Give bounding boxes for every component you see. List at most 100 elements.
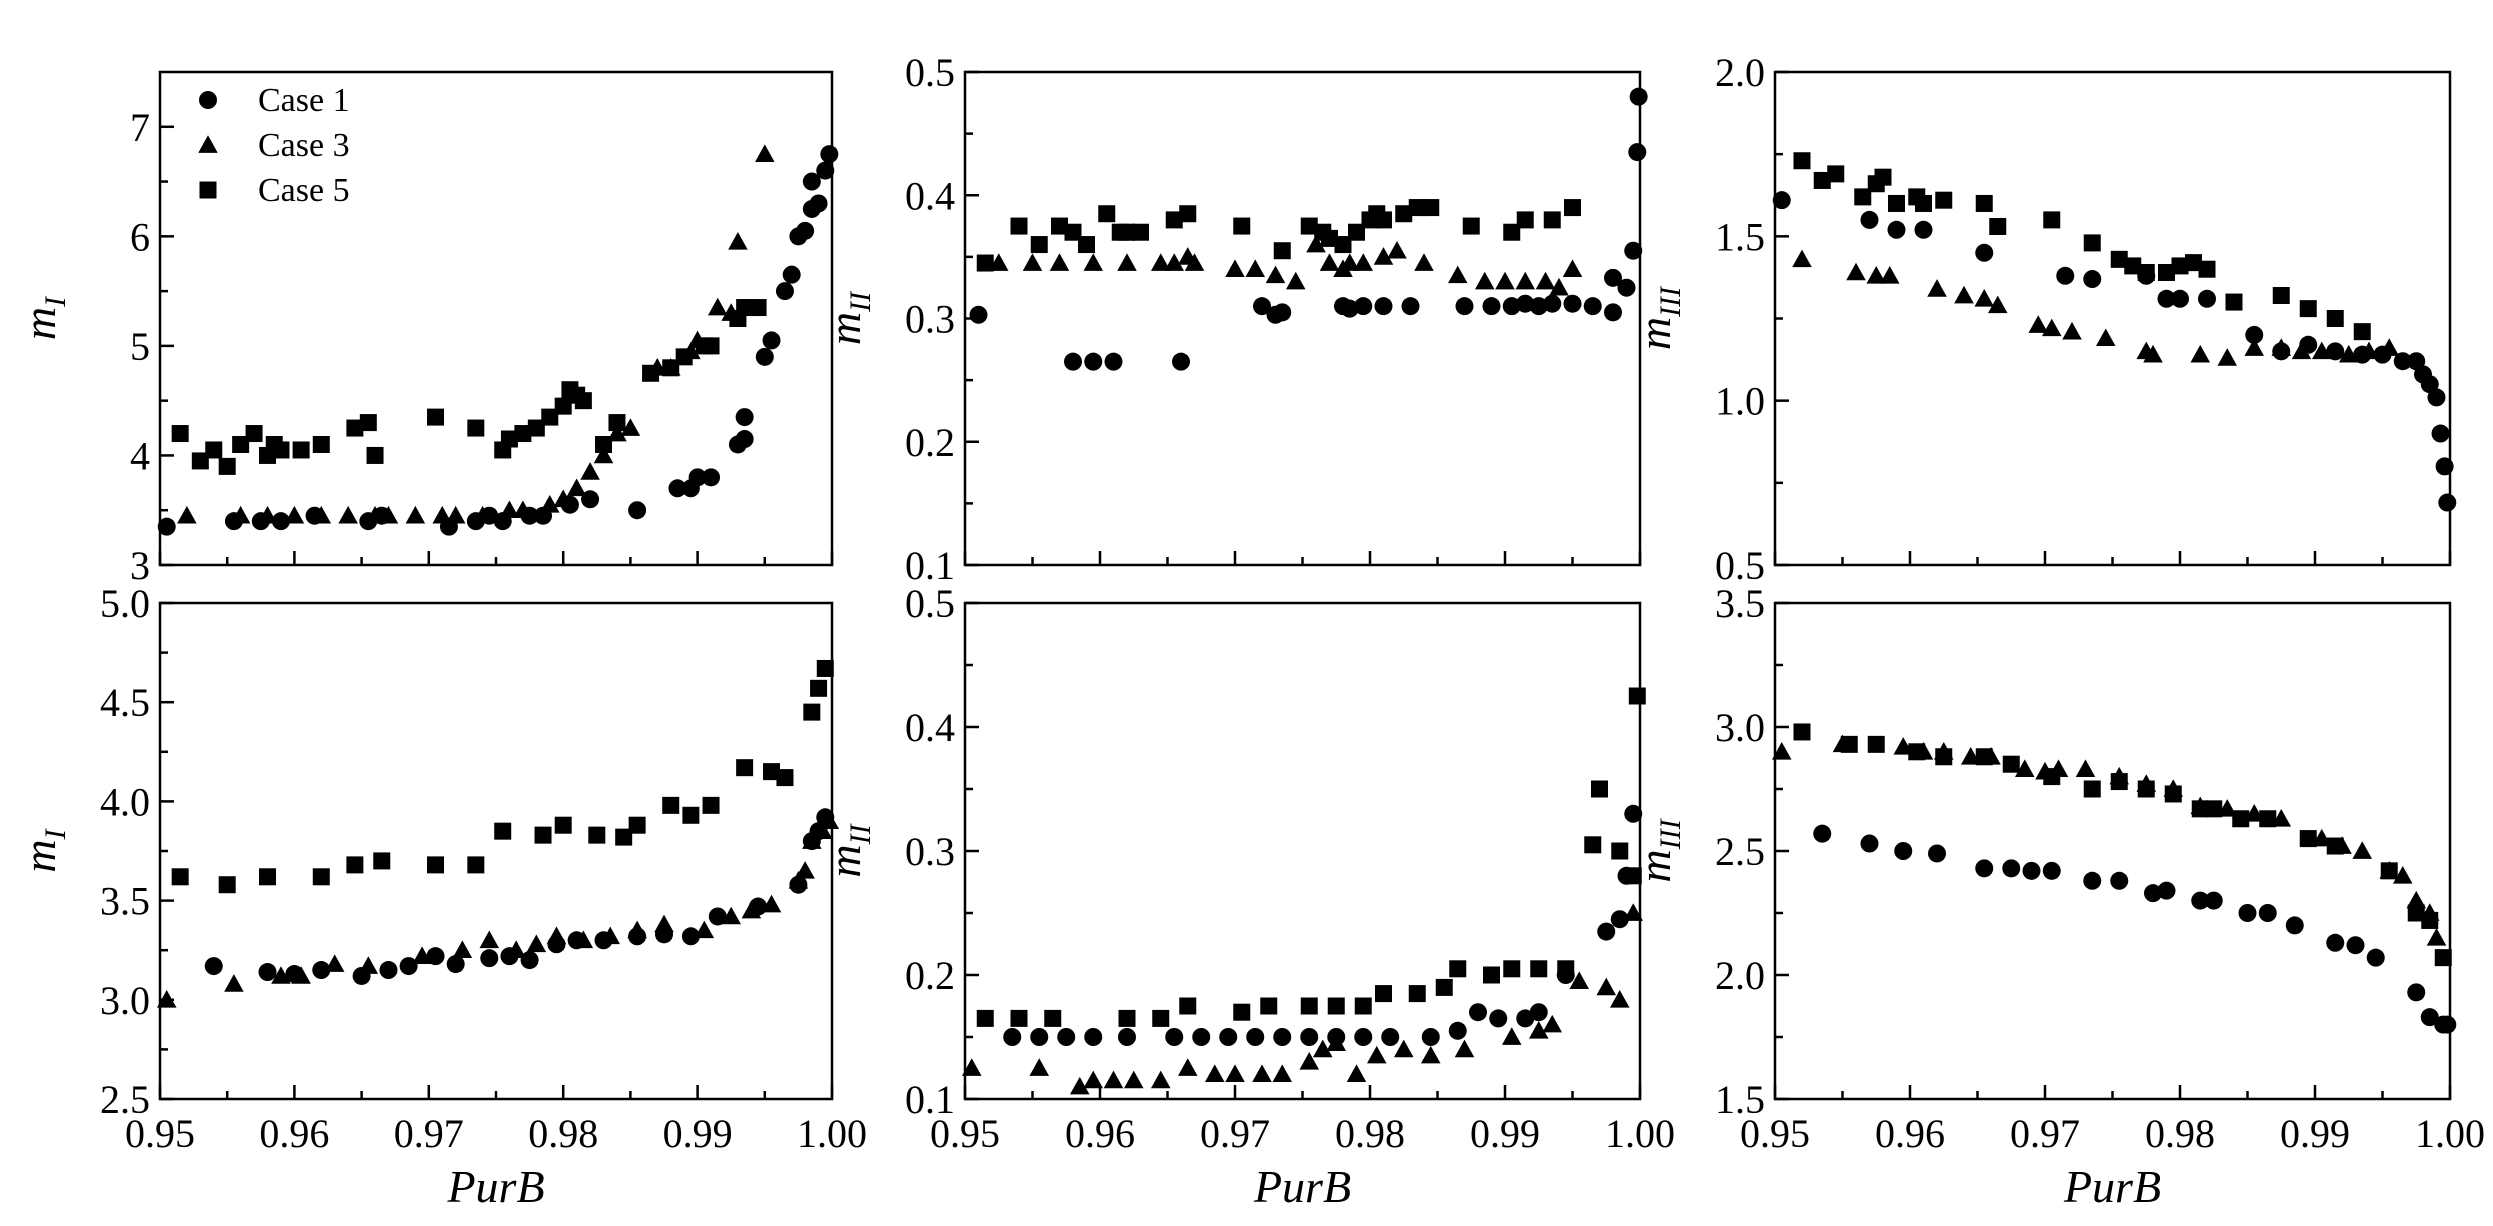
data-point-circle	[2285, 916, 2304, 935]
data-point-square	[1118, 1009, 1136, 1027]
y-tick-label: 0.5	[905, 581, 955, 626]
data-point-triangle	[1164, 253, 1185, 271]
data-point-square	[615, 828, 633, 846]
data-point-circle	[2393, 352, 2412, 371]
y-tick-label: 0.2	[905, 953, 955, 998]
data-point-square	[662, 359, 680, 377]
data-point-square	[554, 816, 572, 834]
data-point-triangle	[1177, 1058, 1198, 1076]
legend-label: Case 1	[258, 82, 350, 119]
series-case-3	[988, 234, 1583, 296]
data-point-square	[346, 419, 364, 437]
data-point-square	[1078, 236, 1095, 254]
data-point-triangle	[1245, 259, 1266, 278]
data-point-triangle	[2271, 338, 2292, 356]
data-point-square	[1233, 217, 1251, 235]
data-point-triangle	[566, 478, 587, 497]
data-point-square	[1975, 748, 1993, 766]
data-point-triangle	[1414, 253, 1434, 271]
data-point-square	[2083, 780, 2101, 798]
y-tick-label: 1.5	[1715, 1077, 1765, 1122]
y-tick-label: 0.3	[905, 829, 955, 874]
data-point-square	[1348, 223, 1365, 241]
data-point-triangle	[1285, 271, 1306, 290]
y-tick-label: 0.4	[905, 705, 955, 750]
data-point-triangle	[405, 505, 426, 524]
data-point-triangle	[1771, 742, 1792, 760]
data-point-square	[2002, 755, 2020, 773]
data-point-square	[2326, 310, 2344, 327]
data-point-square	[1793, 723, 1811, 741]
data-point-square	[218, 876, 236, 894]
data-point-square	[2299, 300, 2317, 318]
data-point-square	[1300, 217, 1318, 235]
data-point-circle	[1057, 1028, 1076, 1046]
data-point-square	[2353, 323, 2371, 341]
x-tick-label: 0.96	[1875, 1111, 1945, 1156]
data-point-triangle	[1501, 1027, 1522, 1045]
data-point-triangle	[2075, 759, 2096, 777]
data-point-square	[588, 826, 606, 844]
legend: Case 1 Case 3 Case 5	[198, 82, 350, 209]
data-point-triangle	[1306, 234, 1326, 253]
data-point-circle	[1604, 268, 1622, 287]
data-point-triangle	[2311, 828, 2332, 847]
data-point-triangle	[177, 505, 197, 524]
data-point-square	[527, 419, 545, 437]
data-point-triangle	[1319, 253, 1340, 271]
data-point-square	[259, 868, 277, 886]
data-point-circle	[480, 949, 499, 968]
data-point-circle	[782, 265, 801, 284]
data-point-circle	[2326, 342, 2345, 361]
data-point-square	[976, 1009, 994, 1027]
data-point-square	[1300, 997, 1318, 1015]
data-point-triangle	[1447, 265, 1468, 284]
data-point-circle	[1219, 1028, 1238, 1046]
data-point-circle	[809, 194, 828, 213]
data-point-circle	[688, 468, 707, 487]
data-point-triangle	[2311, 341, 2332, 360]
data-point-triangle	[224, 974, 244, 992]
x-tick-label: 0.99	[2280, 1111, 2350, 1156]
data-point-circle	[2366, 948, 2385, 967]
plot-frame	[963, 70, 1642, 567]
data-point-triangle	[1366, 1045, 1387, 1064]
plot-frame	[158, 601, 834, 1101]
data-point-circle	[1563, 294, 1582, 313]
data-point-triangle	[2379, 338, 2400, 356]
data-point-triangle	[1974, 289, 1995, 307]
data-point-square	[1334, 236, 1352, 254]
data-point-triangle	[1954, 285, 1974, 304]
data-point-triangle	[620, 418, 641, 436]
data-point-circle	[1516, 294, 1535, 313]
x-tick-label: 0.95	[930, 1111, 1000, 1156]
data-point-square	[1354, 997, 1372, 1015]
y-axis-label: mI	[14, 295, 72, 340]
data-point-circle	[681, 927, 700, 946]
data-point-square	[2434, 949, 2452, 967]
data-point-square	[1375, 211, 1392, 229]
data-point-triangle	[1265, 265, 1286, 284]
data-point-circle	[2431, 424, 2450, 443]
data-point-square	[2272, 286, 2290, 304]
data-point-triangle	[1069, 1076, 1090, 1095]
data-point-square	[1840, 735, 1858, 753]
y-tick-label: 2.0	[1715, 50, 1765, 95]
data-point-circle	[775, 282, 794, 301]
data-point-triangle	[1029, 1058, 1050, 1076]
data-point-triangle	[580, 462, 600, 480]
data-point-circle	[520, 951, 539, 970]
data-point-triangle	[1420, 1045, 1441, 1064]
panel-3: 0.5 1.0 1.5 2.0 mIII	[1629, 50, 2457, 588]
y-tick-label: 4.5	[100, 680, 150, 725]
panel-1: 3 4 5 6 7 mI	[14, 70, 839, 588]
data-point-circle	[2083, 871, 2102, 890]
data-point-circle	[1975, 859, 1994, 878]
data-point-triangle	[1549, 277, 1569, 296]
data-point-triangle	[1846, 262, 1866, 281]
data-point-triangle	[1339, 253, 1360, 271]
data-point-circle	[1860, 834, 1879, 853]
data-point-square	[1813, 171, 1831, 189]
data-point-triangle	[1117, 253, 1137, 271]
data-point-circle	[2144, 884, 2162, 903]
